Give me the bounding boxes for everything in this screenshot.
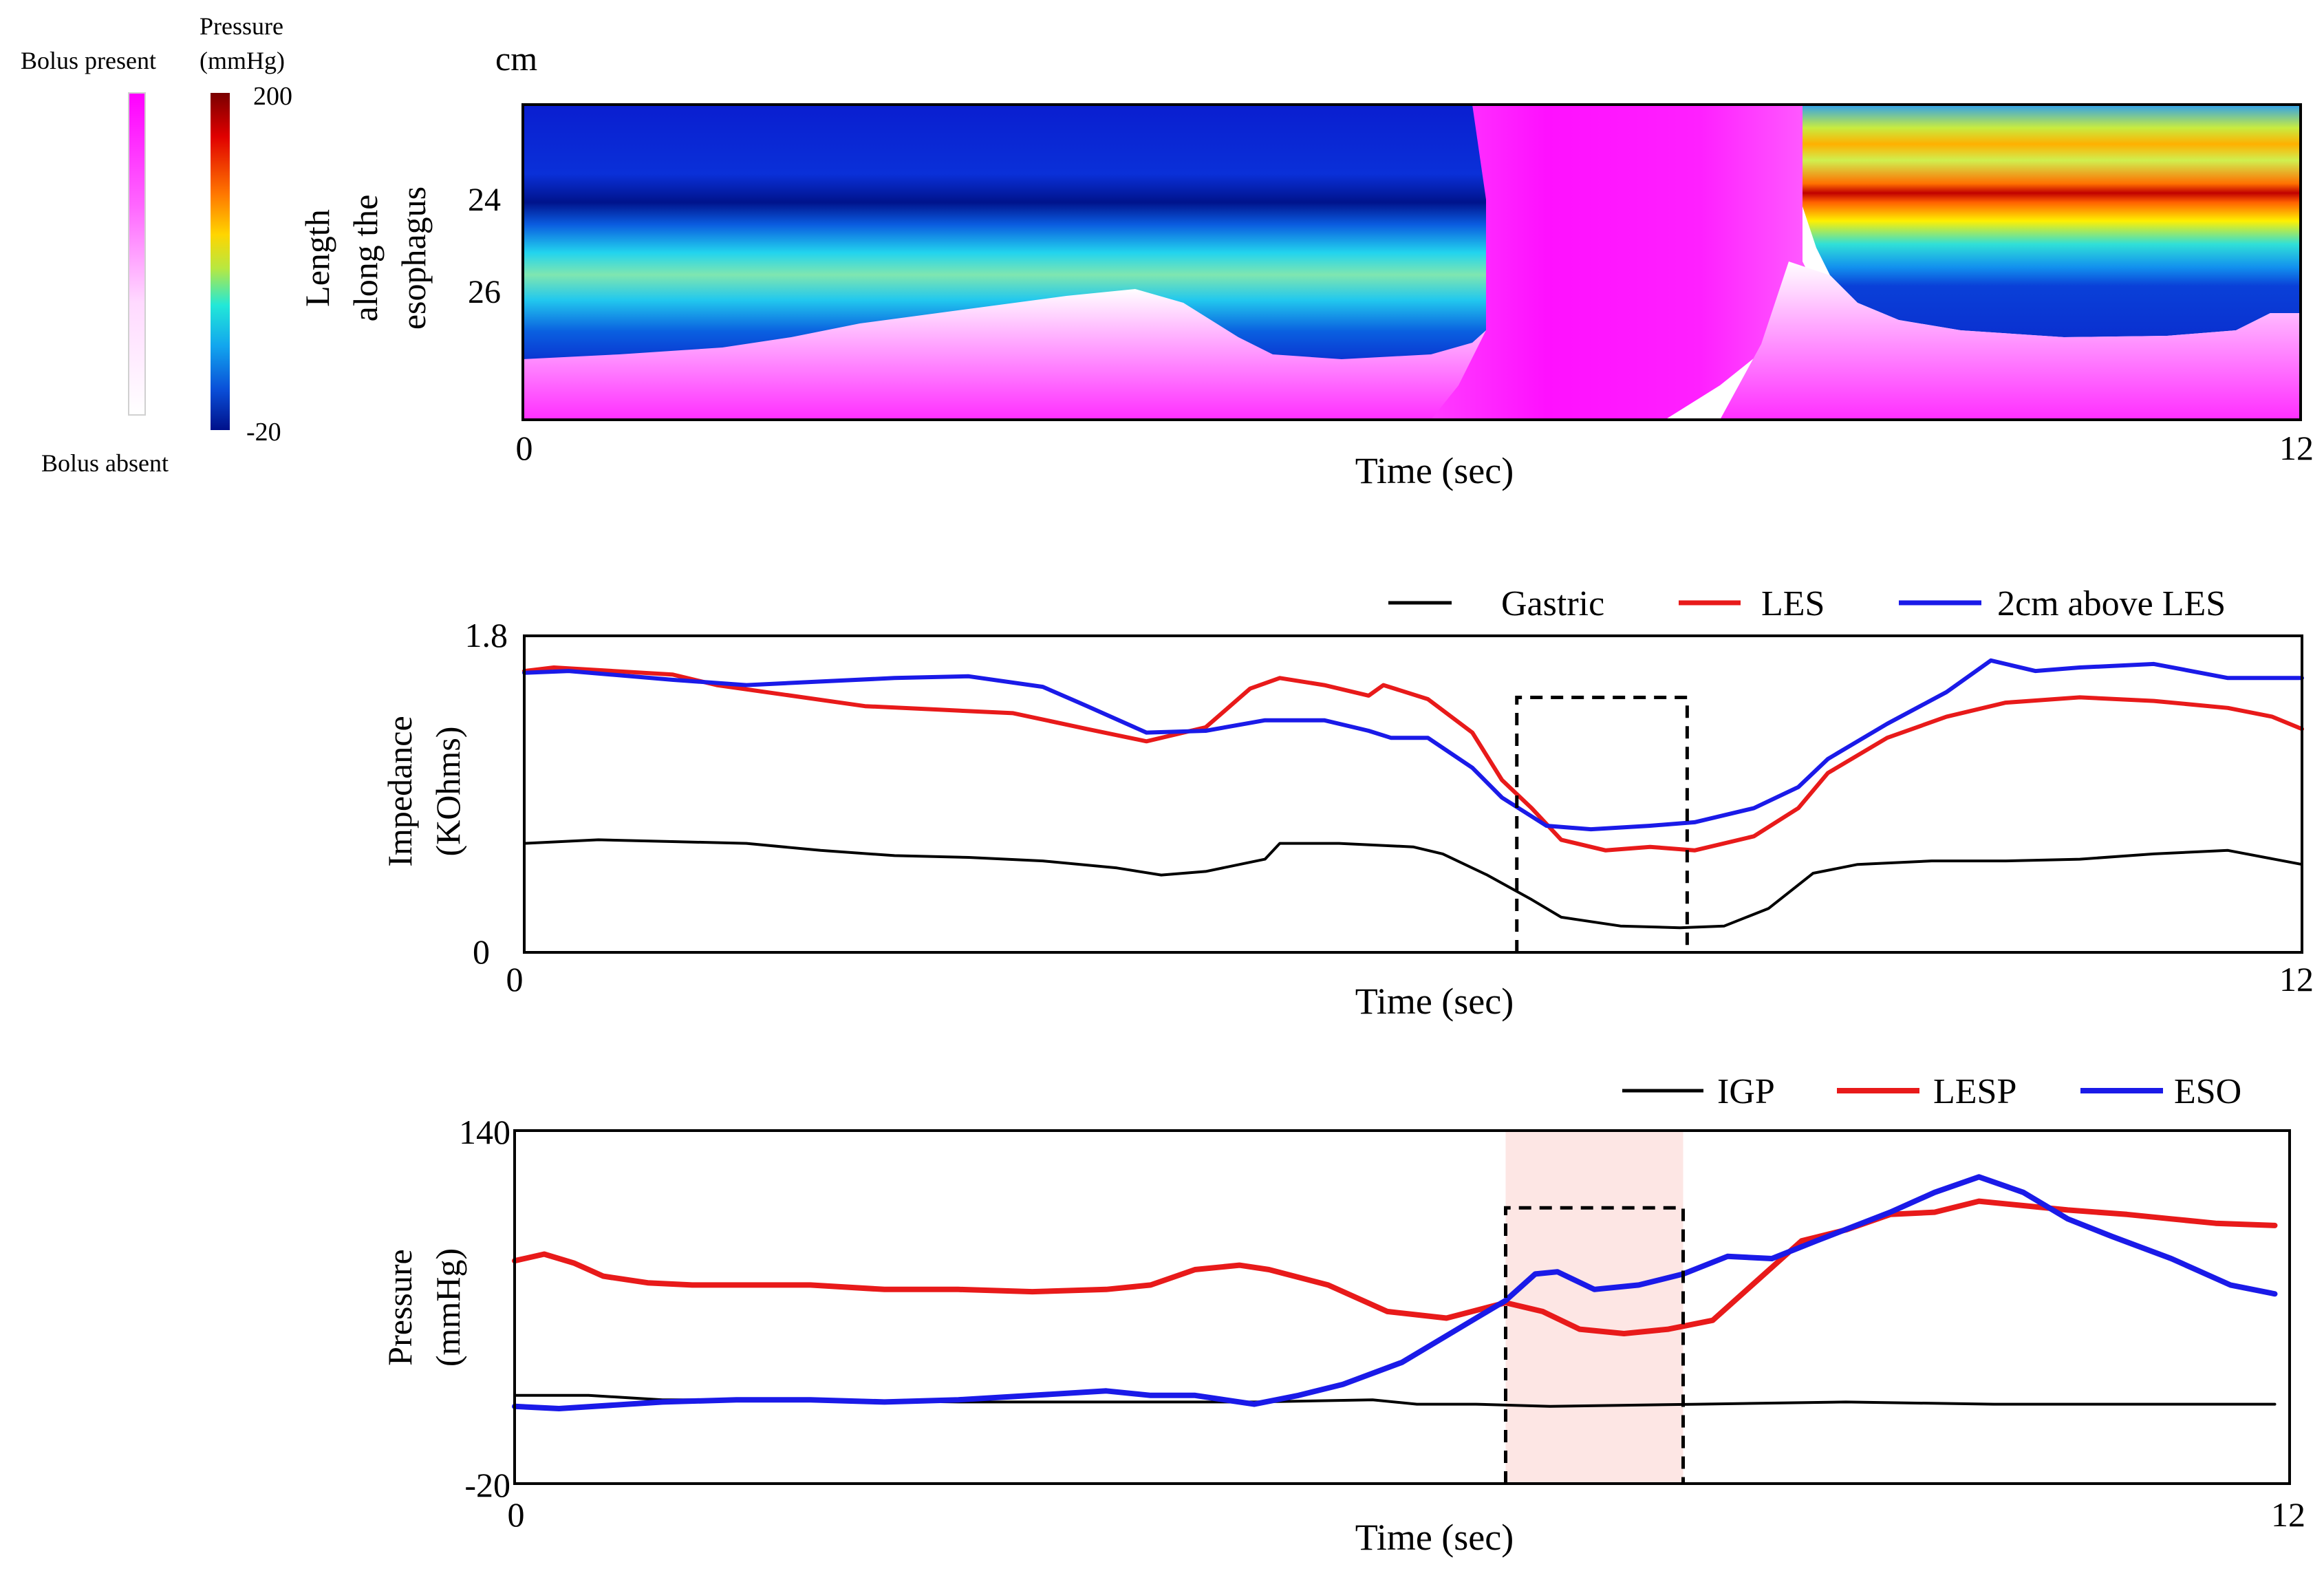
pressure-series-lesp: [512, 1198, 2278, 1336]
bolus-colorbar-top-label: Bolus present: [21, 47, 156, 74]
legend-label-eso: ESO: [2174, 1072, 2241, 1111]
heatmap-xlabel: Time (sec): [1355, 450, 1514, 491]
pressure-colorbar-min-label: -20: [246, 418, 281, 447]
heatmap-ylabel-line1: Length: [298, 209, 336, 307]
legend-label-2cm-above-les: 2cm above LES: [1997, 584, 2226, 623]
legend-label-gastric: Gastric: [1501, 584, 1604, 623]
legend-label-lesp: LESP: [1933, 1072, 2016, 1111]
pressure-series-eso: [512, 1174, 2278, 1411]
heatmap-plot: [523, 105, 2301, 420]
heatmap-bolus-mid: [1431, 105, 1816, 420]
heatmap-bolus-lower: [523, 289, 1486, 420]
impedance-ylabel-line1: Impedance: [380, 716, 419, 866]
impedance-y-tick: 0: [473, 932, 490, 971]
heatmap-unit-label: cm: [495, 39, 537, 78]
heatmap-frame: [521, 103, 2302, 421]
impedance-dashed-box: [1515, 695, 1689, 952]
legend-label-igp: IGP: [1717, 1072, 1775, 1111]
heatmap-bolus-right: [1720, 261, 2301, 420]
impedance-legend: Gastric LES 2cm above LES: [1388, 584, 2226, 623]
heatmap-ylabel-line3: esophagus: [394, 186, 433, 330]
pressure-colorbar-title-line1: Pressure: [200, 12, 283, 40]
pressure-xlabel: Time (sec): [1355, 1517, 1514, 1558]
heatmap-x-tick: 0: [516, 429, 533, 467]
heatmap-pressure-right: [1803, 105, 2301, 337]
heatmap-x-tick: 12: [2279, 429, 2314, 467]
legend-label-les: LES: [1761, 584, 1825, 623]
heatmap-ylabel-line2: along the: [346, 195, 385, 322]
impedance-series-gastric: [523, 838, 2303, 930]
pressure-colorbar: [211, 93, 230, 430]
pressure-x-tick: 12: [2271, 1495, 2305, 1534]
pressure-plot: [512, 1131, 2278, 1484]
impedance-plot: [522, 658, 2304, 952]
impedance-xlabel: Time (sec): [1355, 981, 1514, 1022]
pressure-y-tick: 140: [459, 1113, 510, 1151]
heatmap-y-tick: 26: [468, 274, 501, 310]
pressure-ylabel-line1: Pressure: [380, 1249, 419, 1365]
impedance-ylabel-line2: (KOhms): [429, 727, 467, 857]
pressure-ylabel-line2: (mmHg): [429, 1248, 467, 1367]
pressure-colorbar-title-line2: (mmHg): [200, 47, 285, 74]
impedance-frame: [523, 634, 2303, 954]
pressure-x-tick: 0: [508, 1495, 525, 1534]
pressure-legend: IGP LESP ESO: [1622, 1072, 2241, 1111]
pressure-colorbar-max-label: 200: [253, 82, 292, 111]
pressure-frame: [513, 1129, 2291, 1485]
bolus-colorbar-bottom-label: Bolus absent: [41, 449, 169, 477]
impedance-series-les: [522, 665, 2304, 853]
bolus-colorbar: [128, 92, 146, 416]
impedance-series-2cm-above-les: [522, 658, 2304, 832]
impedance-x-tick: 0: [506, 960, 524, 998]
impedance-x-tick: 12: [2279, 960, 2314, 998]
heatmap-y-tick: 24: [468, 182, 501, 218]
pressure-y-tick: -20: [464, 1466, 510, 1504]
impedance-y-tick: 1.8: [465, 616, 508, 654]
